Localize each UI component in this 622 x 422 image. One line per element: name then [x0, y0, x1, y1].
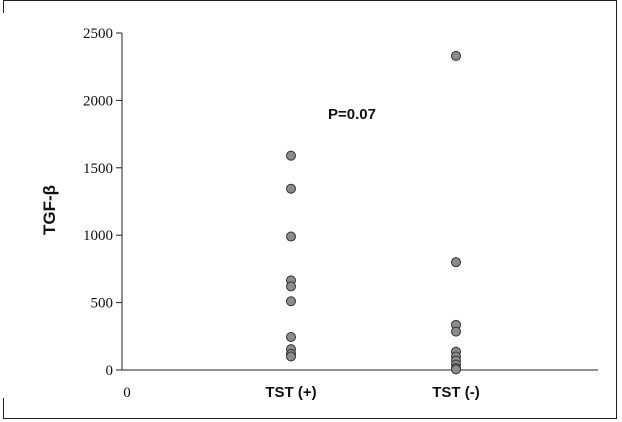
- data-point: [286, 296, 296, 307]
- y-tick-label: 0: [106, 363, 114, 379]
- data-point: [286, 351, 296, 362]
- data-point: [451, 257, 461, 268]
- frame-left-edge-bottom: [3, 398, 4, 419]
- data-point: [286, 281, 296, 292]
- x-category-label: TST (-): [432, 384, 479, 401]
- data-point: [286, 150, 296, 161]
- data-point: [286, 231, 296, 242]
- x-axis-labels: TST (+) TST (-): [265, 384, 479, 401]
- data-point: [451, 50, 461, 61]
- y-tick-label: 2500: [83, 26, 113, 42]
- p-value-annotation: P=0.07: [328, 106, 376, 123]
- data-points: [286, 50, 461, 375]
- figure-frame: [3, 0, 617, 419]
- x-category-label: TST (+): [265, 384, 316, 401]
- y-tick-label: 1500: [83, 161, 113, 177]
- x-origin-label: 0: [123, 385, 131, 401]
- y-tick-label: 500: [91, 296, 114, 312]
- frame-left-edge-top: [3, 0, 4, 13]
- y-axis-title: TGF-β: [40, 185, 59, 235]
- y-tick-label: 1000: [83, 228, 113, 244]
- data-point: [451, 326, 461, 337]
- data-point: [451, 364, 461, 375]
- data-point: [286, 331, 296, 342]
- y-axis-ticks: 0 500 1000 1500 2000 2500: [83, 26, 122, 379]
- data-point: [286, 183, 296, 194]
- y-tick-label: 2000: [83, 93, 113, 109]
